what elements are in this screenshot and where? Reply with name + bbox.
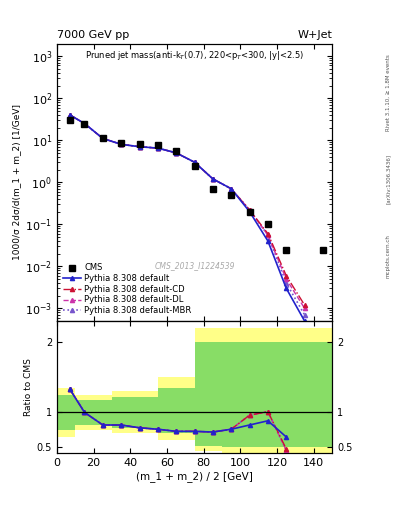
Pythia 8.308 default-DL [156, 145, 160, 151]
Pythia 8.308 default-MBR [119, 141, 123, 147]
X-axis label: (m_1 + m_2) / 2 [GeV]: (m_1 + m_2) / 2 [GeV] [136, 471, 253, 482]
Pythia 8.308 default [156, 145, 160, 151]
Pythia 8.308 default-CD [156, 145, 160, 151]
Pythia 8.308 default-DL [229, 186, 233, 192]
Legend: CMS, Pythia 8.308 default, Pythia 8.308 default-CD, Pythia 8.308 default-DL, Pyt: CMS, Pythia 8.308 default, Pythia 8.308 … [61, 262, 193, 317]
Text: W+Jet: W+Jet [297, 30, 332, 40]
Pythia 8.308 default-CD [174, 150, 178, 156]
Pythia 8.308 default-CD [247, 207, 252, 213]
Pythia 8.308 default-DL [302, 305, 307, 311]
Pythia 8.308 default-DL [137, 144, 142, 150]
Pythia 8.308 default-DL [101, 135, 105, 141]
Pythia 8.308 default-MBR [284, 280, 288, 286]
CMS [229, 192, 233, 198]
Pythia 8.308 default-DL [82, 120, 87, 126]
Pythia 8.308 default-DL [68, 112, 72, 118]
Pythia 8.308 default [284, 285, 288, 291]
Pythia 8.308 default-CD [266, 230, 270, 237]
Pythia 8.308 default [266, 238, 270, 244]
Line: Pythia 8.308 default-MBR: Pythia 8.308 default-MBR [68, 113, 307, 317]
Pythia 8.308 default-CD [284, 272, 288, 279]
Pythia 8.308 default [192, 159, 197, 165]
Pythia 8.308 default [229, 186, 233, 192]
Pythia 8.308 default-MBR [192, 159, 197, 165]
Pythia 8.308 default-MBR [137, 144, 142, 150]
Pythia 8.308 default [68, 112, 72, 118]
Pythia 8.308 default [174, 150, 178, 156]
Pythia 8.308 default-DL [119, 141, 123, 147]
Pythia 8.308 default-DL [174, 150, 178, 156]
CMS [156, 142, 160, 148]
Pythia 8.308 default-MBR [266, 232, 270, 238]
CMS [211, 186, 215, 192]
Pythia 8.308 default [137, 144, 142, 150]
Pythia 8.308 default-CD [82, 120, 87, 126]
CMS [174, 148, 178, 154]
Pythia 8.308 default-MBR [82, 120, 87, 126]
Pythia 8.308 default-CD [302, 302, 307, 308]
Y-axis label: 1000/σ 2dσ/d(m_1 + m_2) [1/GeV]: 1000/σ 2dσ/d(m_1 + m_2) [1/GeV] [12, 104, 21, 260]
CMS [137, 141, 142, 147]
Pythia 8.308 default [302, 318, 307, 324]
Pythia 8.308 default-CD [137, 144, 142, 150]
CMS [266, 221, 270, 227]
CMS [68, 117, 72, 123]
CMS [82, 120, 87, 126]
Pythia 8.308 default-CD [211, 176, 215, 182]
CMS [119, 140, 123, 146]
Line: Pythia 8.308 default: Pythia 8.308 default [68, 113, 307, 323]
Y-axis label: Ratio to CMS: Ratio to CMS [24, 358, 33, 416]
CMS [321, 246, 325, 252]
Pythia 8.308 default-MBR [247, 207, 252, 213]
Pythia 8.308 default-CD [229, 186, 233, 192]
Pythia 8.308 default [101, 135, 105, 141]
Text: CMS_2013_I1224539: CMS_2013_I1224539 [154, 261, 235, 270]
CMS [284, 246, 288, 252]
Pythia 8.308 default-MBR [302, 312, 307, 318]
Text: Pruned jet mass(anti-k$_T$(0.7), 220<p$_T$<300, |y|<2.5): Pruned jet mass(anti-k$_T$(0.7), 220<p$_… [85, 49, 304, 62]
Text: Rivet 3.1.10, ≥ 1.8M events: Rivet 3.1.10, ≥ 1.8M events [386, 54, 391, 131]
Pythia 8.308 default-MBR [174, 150, 178, 156]
Pythia 8.308 default-CD [119, 141, 123, 147]
Pythia 8.308 default-CD [68, 112, 72, 118]
CMS [192, 162, 197, 168]
Pythia 8.308 default-CD [101, 135, 105, 141]
Pythia 8.308 default-MBR [68, 112, 72, 118]
Text: [arXiv:1306.3436]: [arXiv:1306.3436] [386, 154, 391, 204]
Pythia 8.308 default [119, 141, 123, 147]
Pythia 8.308 default-MBR [211, 176, 215, 182]
Text: mcplots.cern.ch: mcplots.cern.ch [386, 234, 391, 278]
Pythia 8.308 default [211, 176, 215, 182]
Pythia 8.308 default-DL [266, 232, 270, 238]
CMS [101, 135, 105, 141]
Line: CMS: CMS [67, 117, 326, 252]
Pythia 8.308 default-MBR [229, 186, 233, 192]
Line: Pythia 8.308 default-CD: Pythia 8.308 default-CD [68, 113, 307, 307]
Pythia 8.308 default-MBR [156, 145, 160, 151]
Pythia 8.308 default-MBR [101, 135, 105, 141]
CMS [247, 208, 252, 215]
Pythia 8.308 default-DL [247, 207, 252, 213]
Pythia 8.308 default [247, 208, 252, 215]
Text: 7000 GeV pp: 7000 GeV pp [57, 30, 129, 40]
Pythia 8.308 default-CD [192, 159, 197, 165]
Pythia 8.308 default-DL [284, 276, 288, 282]
Pythia 8.308 default-DL [211, 176, 215, 182]
Line: Pythia 8.308 default-DL: Pythia 8.308 default-DL [68, 113, 307, 310]
Pythia 8.308 default [82, 120, 87, 126]
Pythia 8.308 default-DL [192, 159, 197, 165]
